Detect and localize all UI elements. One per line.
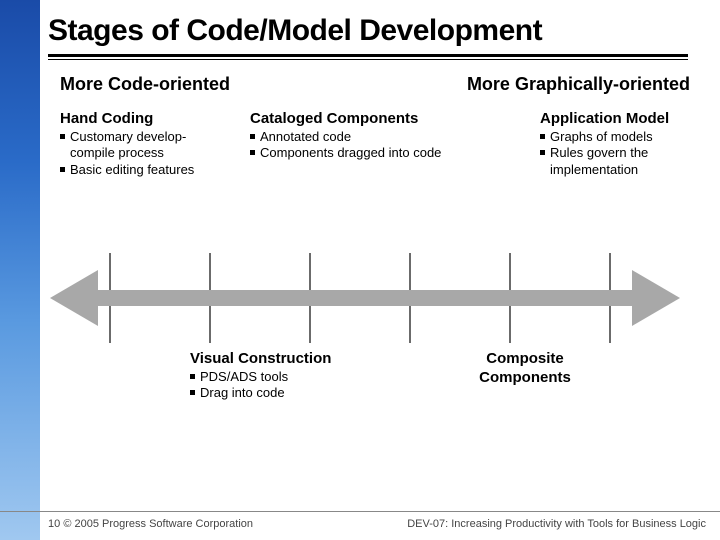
bullet-item: Graphs of models <box>540 129 710 145</box>
stage-bullets: Annotated codeComponents dragged into co… <box>250 129 460 162</box>
stage-application-model: Application Model Graphs of modelsRules … <box>540 110 710 178</box>
stage-title: Hand Coding <box>60 110 230 127</box>
stage-bullets: Customary develop-compile processBasic e… <box>60 129 230 178</box>
stage-title: Application Model <box>540 110 710 127</box>
footer-divider <box>0 511 720 512</box>
copyright: © 2005 Progress Software Corporation <box>63 518 253 530</box>
axis-label-left: More Code-oriented <box>60 74 230 95</box>
stage-visual-construction: Visual Construction PDS/ADS toolsDrag in… <box>190 350 370 402</box>
stage-title-line2: Components <box>450 369 600 386</box>
page-number: 10 <box>48 518 60 530</box>
stage-composite-components: Composite Components <box>450 350 600 388</box>
bullet-item: PDS/ADS tools <box>190 369 370 385</box>
bullet-item: Components dragged into code <box>250 145 460 161</box>
bullet-item: Basic editing features <box>60 162 230 178</box>
bullet-item: Drag into code <box>190 385 370 401</box>
slide: Stages of Code/Model Development More Co… <box>0 0 720 540</box>
stage-title-line1: Composite <box>450 350 600 367</box>
stage-title: Cataloged Components <box>250 110 460 127</box>
left-decorative-strip <box>0 0 40 540</box>
bullet-item: Annotated code <box>250 129 460 145</box>
spectrum-arrow <box>50 248 680 348</box>
arrow-svg <box>50 248 680 348</box>
title-underline-thin <box>48 59 688 60</box>
slide-title: Stages of Code/Model Development <box>48 14 542 48</box>
stage-bullets: PDS/ADS toolsDrag into code <box>190 369 370 402</box>
footer-right: DEV-07: Increasing Productivity with Too… <box>407 518 706 530</box>
title-underline-thick <box>48 54 688 57</box>
axis-label-right: More Graphically-oriented <box>467 74 690 95</box>
bullet-item: Customary develop-compile process <box>60 129 230 162</box>
footer-left: 10 © 2005 Progress Software Corporation <box>48 518 253 530</box>
stage-bullets: Graphs of modelsRules govern the impleme… <box>540 129 710 178</box>
stage-hand-coding: Hand Coding Customary develop-compile pr… <box>60 110 230 178</box>
bullet-item: Rules govern the implementation <box>540 145 710 178</box>
stage-title: Visual Construction <box>190 350 370 367</box>
stage-cataloged-components: Cataloged Components Annotated codeCompo… <box>250 110 460 162</box>
